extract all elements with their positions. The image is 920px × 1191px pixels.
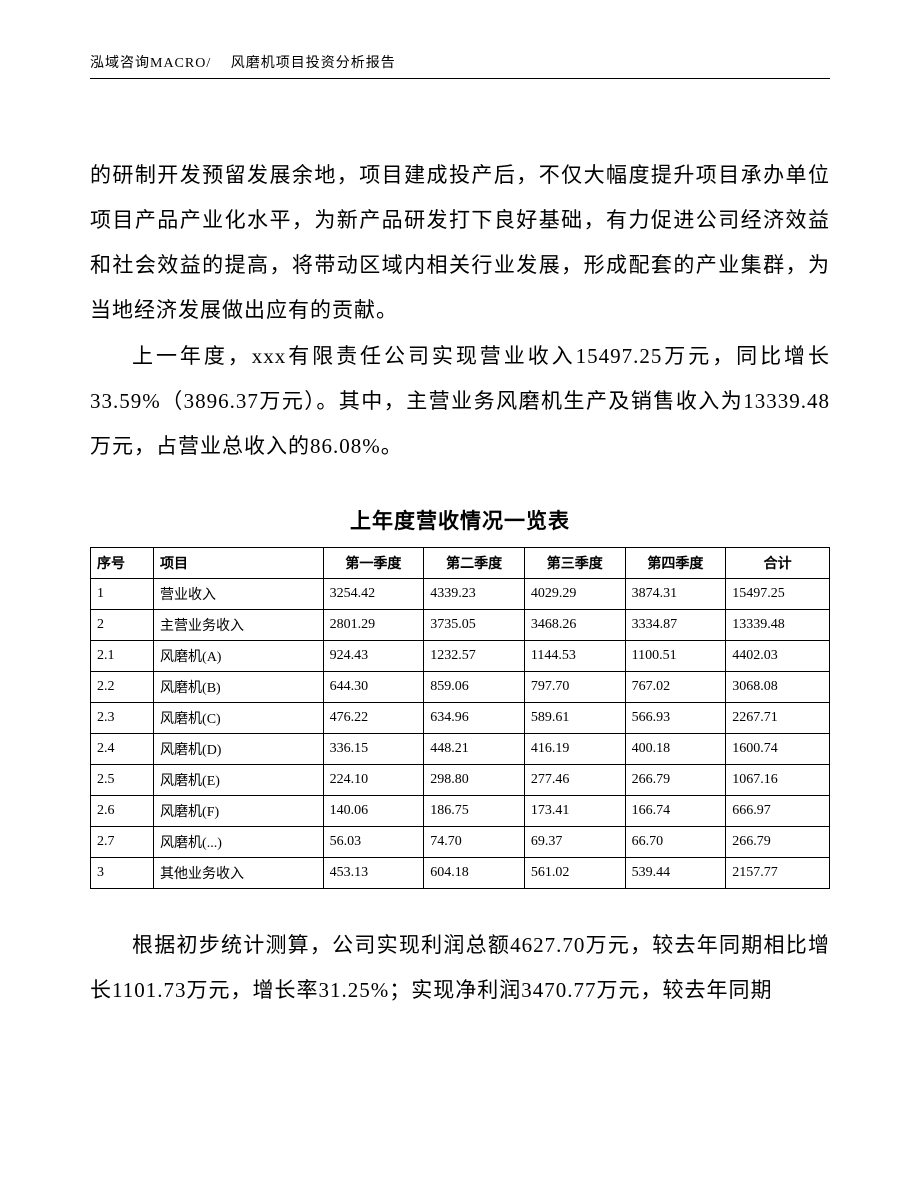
table-row: 2.7 风磨机(...) 56.03 74.70 69.37 66.70 266… — [91, 826, 830, 857]
body-text-after-table: 根据初步统计测算，公司实现利润总额4627.70万元，较去年同期相比增长1101… — [90, 923, 830, 1013]
cell-q1: 924.43 — [323, 640, 424, 671]
cell-q2: 4339.23 — [424, 578, 525, 609]
cell-total: 1600.74 — [726, 733, 830, 764]
cell-item: 风磨机(A) — [154, 640, 324, 671]
cell-q4: 3334.87 — [625, 609, 726, 640]
col-header-index: 序号 — [91, 547, 154, 578]
cell-q1: 453.13 — [323, 857, 424, 888]
cell-q3: 589.61 — [524, 702, 625, 733]
table-row: 2.2 风磨机(B) 644.30 859.06 797.70 767.02 3… — [91, 671, 830, 702]
page-header: 泓域咨询MACRO/ 风磨机项目投资分析报告 — [90, 52, 830, 79]
cell-q4: 266.79 — [625, 764, 726, 795]
cell-q3: 416.19 — [524, 733, 625, 764]
cell-q1: 224.10 — [323, 764, 424, 795]
cell-q4: 767.02 — [625, 671, 726, 702]
cell-q1: 2801.29 — [323, 609, 424, 640]
cell-q4: 1100.51 — [625, 640, 726, 671]
cell-total: 15497.25 — [726, 578, 830, 609]
cell-q1: 140.06 — [323, 795, 424, 826]
cell-q4: 400.18 — [625, 733, 726, 764]
cell-total: 266.79 — [726, 826, 830, 857]
cell-item: 风磨机(D) — [154, 733, 324, 764]
cell-q4: 566.93 — [625, 702, 726, 733]
table-row: 3 其他业务收入 453.13 604.18 561.02 539.44 215… — [91, 857, 830, 888]
cell-q1: 644.30 — [323, 671, 424, 702]
cell-index: 2.2 — [91, 671, 154, 702]
cell-q3: 561.02 — [524, 857, 625, 888]
cell-total: 3068.08 — [726, 671, 830, 702]
paragraph-1: 的研制开发预留发展余地，项目建成投产后，不仅大幅度提升项目承办单位项目产品产业化… — [90, 153, 830, 334]
table-row: 2.6 风磨机(F) 140.06 186.75 173.41 166.74 6… — [91, 795, 830, 826]
cell-total: 13339.48 — [726, 609, 830, 640]
cell-q3: 277.46 — [524, 764, 625, 795]
cell-q4: 3874.31 — [625, 578, 726, 609]
cell-total: 2267.71 — [726, 702, 830, 733]
cell-q4: 539.44 — [625, 857, 726, 888]
cell-item: 风磨机(...) — [154, 826, 324, 857]
cell-q2: 186.75 — [424, 795, 525, 826]
cell-index: 2.7 — [91, 826, 154, 857]
cell-index: 2.4 — [91, 733, 154, 764]
cell-q2: 298.80 — [424, 764, 525, 795]
cell-index: 2.5 — [91, 764, 154, 795]
cell-item: 营业收入 — [154, 578, 324, 609]
cell-q1: 56.03 — [323, 826, 424, 857]
cell-q2: 3735.05 — [424, 609, 525, 640]
col-header-q3: 第三季度 — [524, 547, 625, 578]
cell-q2: 448.21 — [424, 733, 525, 764]
table-body: 1 营业收入 3254.42 4339.23 4029.29 3874.31 1… — [91, 578, 830, 888]
col-header-q2: 第二季度 — [424, 547, 525, 578]
table-title: 上年度营收情况一览表 — [90, 505, 830, 535]
table-row: 2.3 风磨机(C) 476.22 634.96 589.61 566.93 2… — [91, 702, 830, 733]
cell-q4: 66.70 — [625, 826, 726, 857]
table-row: 1 营业收入 3254.42 4339.23 4029.29 3874.31 1… — [91, 578, 830, 609]
cell-q2: 859.06 — [424, 671, 525, 702]
col-header-total: 合计 — [726, 547, 830, 578]
cell-q2: 604.18 — [424, 857, 525, 888]
cell-q2: 634.96 — [424, 702, 525, 733]
table-row: 2.4 风磨机(D) 336.15 448.21 416.19 400.18 1… — [91, 733, 830, 764]
col-header-item: 项目 — [154, 547, 324, 578]
cell-q3: 4029.29 — [524, 578, 625, 609]
cell-index: 3 — [91, 857, 154, 888]
cell-total: 4402.03 — [726, 640, 830, 671]
table-row: 2 主营业务收入 2801.29 3735.05 3468.26 3334.87… — [91, 609, 830, 640]
cell-total: 1067.16 — [726, 764, 830, 795]
col-header-q4: 第四季度 — [625, 547, 726, 578]
cell-q1: 3254.42 — [323, 578, 424, 609]
cell-q3: 69.37 — [524, 826, 625, 857]
cell-q3: 1144.53 — [524, 640, 625, 671]
cell-index: 1 — [91, 578, 154, 609]
cell-index: 2.3 — [91, 702, 154, 733]
cell-item: 主营业务收入 — [154, 609, 324, 640]
col-header-q1: 第一季度 — [323, 547, 424, 578]
revenue-table: 序号 项目 第一季度 第二季度 第三季度 第四季度 合计 1 营业收入 3254… — [90, 547, 830, 889]
cell-index: 2.6 — [91, 795, 154, 826]
cell-index: 2 — [91, 609, 154, 640]
body-text: 的研制开发预留发展余地，项目建成投产后，不仅大幅度提升项目承办单位项目产品产业化… — [90, 153, 830, 469]
cell-total: 666.97 — [726, 795, 830, 826]
table-header-row: 序号 项目 第一季度 第二季度 第三季度 第四季度 合计 — [91, 547, 830, 578]
cell-q4: 166.74 — [625, 795, 726, 826]
cell-q3: 3468.26 — [524, 609, 625, 640]
cell-q1: 336.15 — [323, 733, 424, 764]
cell-index: 2.1 — [91, 640, 154, 671]
cell-item: 风磨机(C) — [154, 702, 324, 733]
cell-item: 风磨机(B) — [154, 671, 324, 702]
cell-q3: 797.70 — [524, 671, 625, 702]
cell-item: 其他业务收入 — [154, 857, 324, 888]
paragraph-3: 根据初步统计测算，公司实现利润总额4627.70万元，较去年同期相比增长1101… — [90, 923, 830, 1013]
cell-item: 风磨机(F) — [154, 795, 324, 826]
cell-q2: 1232.57 — [424, 640, 525, 671]
cell-total: 2157.77 — [726, 857, 830, 888]
table-row: 2.5 风磨机(E) 224.10 298.80 277.46 266.79 1… — [91, 764, 830, 795]
cell-q1: 476.22 — [323, 702, 424, 733]
paragraph-2: 上一年度，xxx有限责任公司实现营业收入15497.25万元，同比增长33.59… — [90, 334, 830, 469]
cell-q3: 173.41 — [524, 795, 625, 826]
cell-q2: 74.70 — [424, 826, 525, 857]
cell-item: 风磨机(E) — [154, 764, 324, 795]
table-row: 2.1 风磨机(A) 924.43 1232.57 1144.53 1100.5… — [91, 640, 830, 671]
